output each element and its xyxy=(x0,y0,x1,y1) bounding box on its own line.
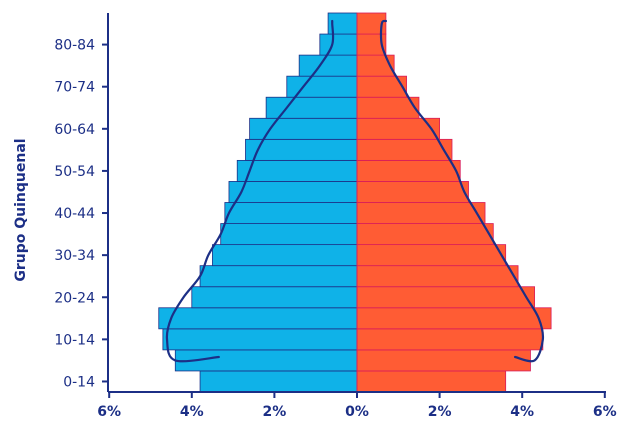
right-bar-11 xyxy=(356,159,461,182)
left-bar-2 xyxy=(174,349,358,372)
x-tick-label-5: 2% xyxy=(428,404,452,420)
right-bar-2 xyxy=(356,349,531,372)
right-bar-3 xyxy=(356,328,544,351)
y-tick-label-6: 50-54 xyxy=(54,164,95,180)
left-bar-17 xyxy=(319,33,358,56)
x-tick-label-4: 0% xyxy=(345,404,369,420)
x-tick-label-1: 6% xyxy=(97,404,121,420)
right-bar-6 xyxy=(356,265,519,288)
right-bar-4 xyxy=(356,307,552,330)
left-bar-10 xyxy=(228,181,358,203)
right-bar-12 xyxy=(356,138,453,161)
right-outline-line xyxy=(379,19,545,363)
right-bar-7 xyxy=(356,244,507,267)
right-bar-16 xyxy=(356,54,395,77)
right-bar-9 xyxy=(356,202,486,224)
left-bar-3 xyxy=(162,328,358,351)
y-tick-label-8: 70-74 xyxy=(54,80,95,96)
x-tick-label-7: 6% xyxy=(593,404,617,420)
right-bar-8 xyxy=(356,223,494,246)
left-bar-5 xyxy=(191,286,358,309)
left-bar-16 xyxy=(298,54,358,77)
left-bar-11 xyxy=(236,159,358,182)
y-tick-label-4: 30-34 xyxy=(54,248,95,264)
left-bar-4 xyxy=(158,307,358,330)
right-bar-10 xyxy=(356,181,469,203)
y-tick-label-3: 20-24 xyxy=(54,290,95,306)
axes-group: 6% 4% 2% 0% 2% 4% 6%0-1410-1420-2430-3440-4450… xyxy=(54,13,617,420)
x-tick-label-6: 4% xyxy=(510,404,534,420)
y-tick-label-1: 0-14 xyxy=(63,374,95,390)
outline-group xyxy=(165,19,545,363)
x-tick-label-2: 4% xyxy=(180,404,204,420)
right-bar-5 xyxy=(356,286,535,309)
y-tick-label-9: 80-84 xyxy=(54,38,95,54)
left-bar-6 xyxy=(199,265,358,288)
left-outline-line xyxy=(165,19,335,363)
left-bar-9 xyxy=(224,202,358,224)
x-tick-label-3: 2% xyxy=(263,404,287,420)
y-tick-label-2: 10-14 xyxy=(54,332,95,348)
y-tick-label-7: 60-64 xyxy=(54,122,95,138)
left-bar-1 xyxy=(199,370,358,393)
right-bar-1 xyxy=(356,370,507,393)
right-bar-13 xyxy=(356,117,440,140)
left-bar-8 xyxy=(220,223,358,246)
y-tick-label-5: 40-44 xyxy=(54,206,95,222)
y-axis-title: Grupo Quinquenal xyxy=(13,138,29,281)
left-bar-7 xyxy=(212,244,358,267)
bars-group xyxy=(158,12,552,393)
